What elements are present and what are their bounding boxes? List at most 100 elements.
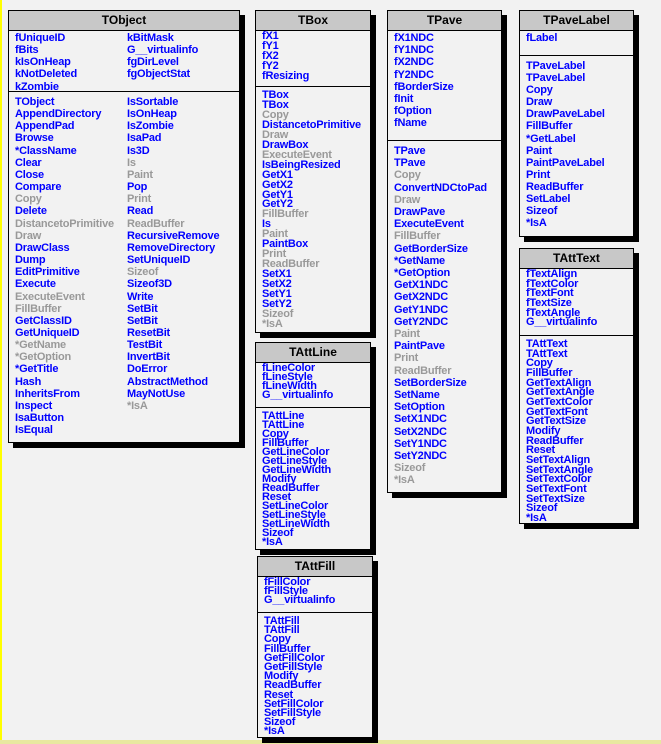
member-function[interactable]: *IsA xyxy=(526,217,547,230)
member-function[interactable]: SetLineWidth xyxy=(262,518,330,530)
class-title[interactable]: TAttLine xyxy=(256,343,370,363)
member-function[interactable]: GetFillStyle xyxy=(264,661,323,674)
member-function[interactable]: SetBit xyxy=(127,314,158,327)
member-function[interactable]: Paint xyxy=(262,228,288,241)
data-member[interactable]: fY1NDC xyxy=(394,44,434,57)
member-function[interactable]: AbstractMethod xyxy=(127,375,208,388)
member-function[interactable]: Sizeof xyxy=(526,502,558,515)
member-function[interactable]: Read xyxy=(127,205,154,218)
member-function[interactable]: Inspect xyxy=(15,399,53,412)
member-function[interactable]: Reset xyxy=(262,491,291,503)
member-function[interactable]: *IsA xyxy=(127,399,148,412)
member-function[interactable]: Is xyxy=(127,156,136,169)
member-function[interactable]: Sizeof xyxy=(526,205,558,218)
member-function[interactable]: Clear xyxy=(15,156,42,169)
data-member[interactable]: G__virtualinfo xyxy=(526,316,598,329)
member-function[interactable]: SetX1 xyxy=(262,268,292,281)
member-function[interactable]: IsOnHeap xyxy=(127,108,177,121)
member-function[interactable]: TAttLine xyxy=(262,419,305,431)
member-function[interactable]: SetY2 xyxy=(262,298,292,311)
data-member[interactable]: fName xyxy=(394,117,427,130)
data-member[interactable]: fUniqueID xyxy=(15,32,66,44)
class-box-tpavelabel[interactable]: TPaveLabel fLabel TPaveLabel TPaveLabel Copy… xyxy=(519,10,634,237)
member-function[interactable]: SetX2 xyxy=(262,278,292,291)
member-function[interactable]: TBox xyxy=(262,89,289,101)
member-function[interactable]: TPaveLabel xyxy=(526,72,586,85)
member-function[interactable]: SetY1 xyxy=(262,288,292,301)
member-function[interactable]: GetX1NDC xyxy=(394,279,449,292)
member-function[interactable]: Sizeof xyxy=(262,307,294,320)
member-function[interactable]: Write xyxy=(127,290,154,303)
member-function[interactable]: Paint xyxy=(526,144,552,157)
member-function[interactable]: GetY1 xyxy=(262,188,293,201)
data-member[interactable]: fTextAlign xyxy=(526,268,577,280)
member-function[interactable]: Draw xyxy=(15,229,42,242)
member-function[interactable]: ReadBuffer xyxy=(526,180,584,193)
member-function[interactable]: *IsA xyxy=(262,317,283,330)
member-function[interactable]: FillBuffer xyxy=(394,230,441,243)
member-function[interactable]: Copy xyxy=(394,169,421,182)
member-function[interactable]: DrawPave xyxy=(394,206,445,219)
class-title[interactable]: TAttFill xyxy=(258,557,372,577)
member-function[interactable]: DrawPaveLabel xyxy=(526,108,605,121)
data-member[interactable]: fOption xyxy=(394,105,432,118)
member-function[interactable]: TAttFill xyxy=(264,624,300,637)
member-function[interactable]: Reset xyxy=(526,444,555,457)
data-member[interactable]: fgDirLevel xyxy=(127,56,179,69)
member-function[interactable]: GetTextFont xyxy=(526,405,588,418)
member-function[interactable]: Close xyxy=(15,168,44,181)
data-member[interactable]: fLineWidth xyxy=(262,380,317,392)
member-function[interactable]: Sizeof xyxy=(262,527,294,539)
class-box-tattfill[interactable]: TAttFill fFillColor fFillStyle G__virtualin… xyxy=(257,556,373,738)
member-function[interactable]: TAttText xyxy=(526,347,568,360)
member-function[interactable]: DrawBox xyxy=(262,138,309,151)
member-function[interactable]: GetLineColor xyxy=(262,446,330,458)
member-function[interactable]: FillBuffer xyxy=(15,302,62,315)
class-box-tattline[interactable]: TAttLine fLineColor fLineStyle fLineWidth G_… xyxy=(255,342,371,550)
class-title[interactable]: TPave xyxy=(388,11,501,31)
member-function[interactable]: SetOption xyxy=(394,401,445,414)
member-function[interactable]: IsaPad xyxy=(127,132,162,145)
member-function[interactable]: GetClassID xyxy=(15,314,72,327)
member-function[interactable]: MayNotUse xyxy=(127,387,186,400)
member-function[interactable]: IsBeingResized xyxy=(262,158,341,171)
member-function[interactable]: ExecuteEvent xyxy=(262,148,332,161)
member-function[interactable]: GetLineWidth xyxy=(262,464,331,476)
class-title[interactable]: TBox xyxy=(256,11,370,31)
member-function[interactable]: ReadBuffer xyxy=(127,217,185,230)
member-function[interactable]: ExecuteEvent xyxy=(394,218,464,231)
member-function[interactable]: Sizeof xyxy=(127,266,159,279)
member-function[interactable]: ConvertNDCtoPad xyxy=(394,181,487,194)
member-function[interactable]: Sizeof xyxy=(264,716,296,729)
member-function[interactable]: Copy xyxy=(526,84,553,97)
member-function[interactable]: SetFillStyle xyxy=(264,707,321,720)
data-member[interactable]: fTextFont xyxy=(526,287,574,300)
member-function[interactable]: ReadBuffer xyxy=(262,258,320,271)
data-member[interactable]: fLineColor xyxy=(262,362,315,374)
class-box-tobject[interactable]: TObject fUniqueID fBits kIsOnHeap kNotDelete… xyxy=(8,10,240,443)
member-function[interactable]: PaintPave xyxy=(394,340,445,353)
member-function[interactable]: ResetBit xyxy=(127,326,171,339)
member-function[interactable]: Paint xyxy=(394,328,420,341)
member-function[interactable]: SetUniqueID xyxy=(127,254,191,267)
member-function[interactable]: SetX2NDC xyxy=(394,425,447,438)
data-member[interactable]: fY2 xyxy=(262,59,279,72)
member-function[interactable]: Pop xyxy=(127,181,148,194)
member-function[interactable]: GetTextAngle xyxy=(526,386,595,399)
member-function[interactable]: PaintPaveLabel xyxy=(526,156,605,169)
member-function[interactable]: DoError xyxy=(127,363,168,376)
member-function[interactable]: TAttFill xyxy=(264,615,300,627)
data-member[interactable]: fBits xyxy=(15,44,39,57)
member-function[interactable]: Print xyxy=(394,352,419,365)
member-function[interactable]: GetX2 xyxy=(262,178,293,191)
data-member[interactable]: G__virtualinfo xyxy=(264,594,336,607)
class-box-tbox[interactable]: TBox fX1 fY1 fX2 fY2 fResizing TBox TBox Copy Dis… xyxy=(255,10,371,333)
member-function[interactable]: PaintBox xyxy=(262,238,309,251)
member-function[interactable]: SetTextSize xyxy=(526,492,585,505)
member-function[interactable]: Copy xyxy=(264,633,291,646)
member-function[interactable]: AppendPad xyxy=(15,120,75,133)
data-member[interactable]: fBorderSize xyxy=(394,80,454,93)
member-function[interactable]: SetFillColor xyxy=(264,697,324,710)
member-function[interactable]: InheritsFrom xyxy=(15,387,80,400)
member-function[interactable]: ReadBuffer xyxy=(264,679,322,692)
